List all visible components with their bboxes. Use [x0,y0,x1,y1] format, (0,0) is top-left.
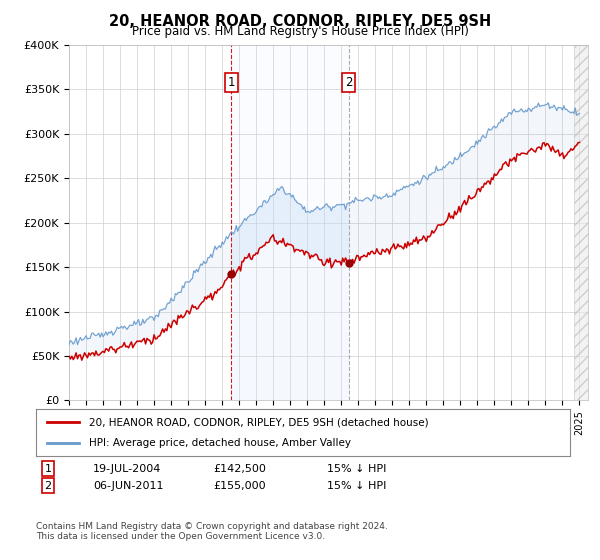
Text: HPI: Average price, detached house, Amber Valley: HPI: Average price, detached house, Ambe… [89,438,352,448]
Bar [232,45,349,400]
Text: 20, HEANOR ROAD, CODNOR, RIPLEY, DE5 9SH: 20, HEANOR ROAD, CODNOR, RIPLEY, DE5 9SH [109,14,491,29]
Bar [574,45,588,400]
Text: 1: 1 [227,76,235,88]
Text: £155,000: £155,000 [213,480,266,491]
Text: 20, HEANOR ROAD, CODNOR, RIPLEY, DE5 9SH (detached house): 20, HEANOR ROAD, CODNOR, RIPLEY, DE5 9SH… [89,417,429,427]
Text: 06-JUN-2011: 06-JUN-2011 [93,480,163,491]
Text: 15% ↓ HPI: 15% ↓ HPI [327,480,386,491]
Text: 2: 2 [345,76,352,88]
Text: Contains HM Land Registry data © Crown copyright and database right 2024.
This d: Contains HM Land Registry data © Crown c… [36,522,388,542]
Text: 1: 1 [44,464,52,474]
Text: 19-JUL-2004: 19-JUL-2004 [93,464,161,474]
Text: 2: 2 [44,480,52,491]
Text: 15% ↓ HPI: 15% ↓ HPI [327,464,386,474]
Text: Price paid vs. HM Land Registry's House Price Index (HPI): Price paid vs. HM Land Registry's House … [131,25,469,38]
Text: £142,500: £142,500 [213,464,266,474]
Bar [574,45,588,400]
